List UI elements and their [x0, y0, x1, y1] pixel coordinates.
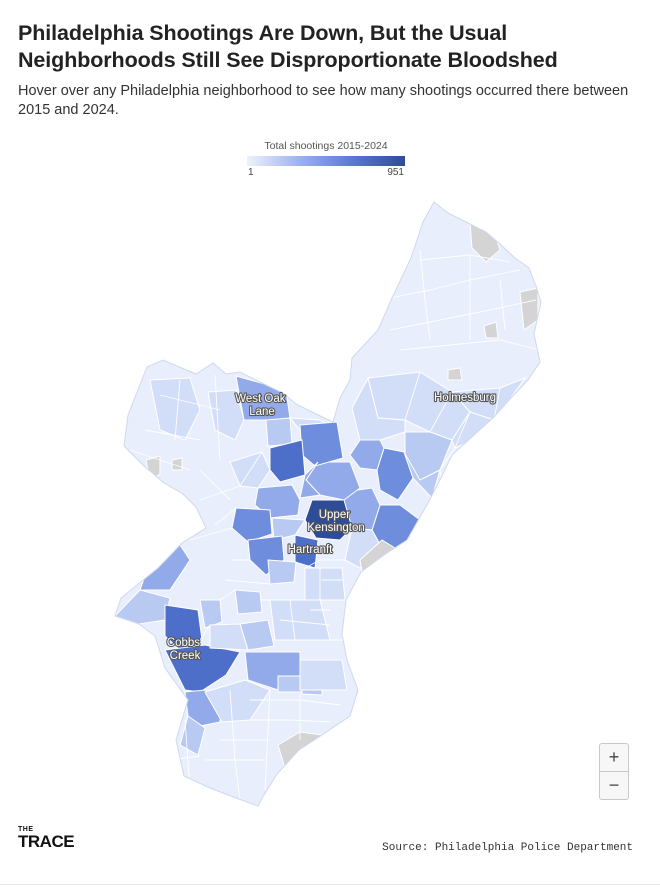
bottom-divider: [0, 884, 660, 885]
neighborhood-area[interactable]: [265, 417, 293, 447]
neighborhood-polygons[interactable]: [100, 190, 560, 820]
neighborhood-area[interactable]: [149, 377, 201, 441]
label-holmesburg: Holmesburg: [434, 392, 496, 404]
neighborhood-area[interactable]: [299, 421, 344, 467]
legend-max-label: 951: [387, 167, 404, 178]
neighborhood-area[interactable]: [403, 451, 441, 499]
legend-gradient-bar: [247, 156, 405, 166]
color-legend: Total shootings 2015-2024 1 951: [247, 140, 405, 180]
neighborhood-area[interactable]: [277, 675, 303, 693]
neighborhood-area[interactable]: [164, 604, 203, 651]
headline: Philadelphia Shootings Are Down, But the…: [18, 21, 558, 72]
dek: Hover over any Philadelphia neighborhood…: [18, 83, 629, 118]
neighborhood-area[interactable]: [271, 517, 306, 541]
neighborhood-area[interactable]: [234, 589, 263, 615]
neighborhood-area[interactable]: [299, 659, 348, 691]
legend-title: Total shootings 2015-2024: [264, 140, 388, 152]
neighborhood-area[interactable]: [447, 367, 463, 381]
neighborhood-area[interactable]: [209, 623, 249, 651]
source-note: Source: Philadelphia Police Department: [382, 842, 633, 854]
the-trace-logo: THE TRACE: [18, 826, 75, 851]
label-hartranft: Hartranft: [288, 544, 334, 556]
logo-main-text: TRACE: [18, 832, 75, 851]
neighborhood-area[interactable]: [164, 644, 241, 693]
label-west-oak-lane: West Oak Lane: [235, 393, 288, 418]
zoom-control: + −: [599, 743, 629, 800]
legend-min-label: 1: [248, 167, 254, 178]
zoom-in-button[interactable]: +: [608, 747, 620, 767]
label-upper-kensington: Upper Kensington: [307, 509, 365, 534]
neighborhood-area[interactable]: [267, 559, 297, 585]
neighborhood-area[interactable]: [269, 439, 306, 483]
neighborhood-area[interactable]: [304, 567, 346, 601]
logo-top-text: THE: [18, 826, 34, 833]
neighborhood-area[interactable]: [231, 507, 273, 543]
neighborhood-area[interactable]: [277, 731, 343, 779]
neighborhood-labels: West Oak Lane Holmesburg Upper Kensingto…: [166, 391, 497, 663]
neighborhood-area[interactable]: [299, 461, 322, 499]
neighborhood-area[interactable]: [199, 599, 223, 629]
zoom-out-button[interactable]: −: [600, 771, 628, 799]
neighborhood-area[interactable]: [179, 715, 206, 756]
neighborhood-area[interactable]: [349, 439, 385, 471]
philadelphia-map[interactable]: West Oak Lane Holmesburg Upper Kensingto…: [0, 190, 660, 820]
neighborhood-area[interactable]: [483, 321, 499, 339]
neighborhood-area[interactable]: [204, 679, 271, 723]
neighborhood-area[interactable]: [171, 457, 183, 471]
neighborhood-borders: [129, 249, 541, 801]
neighborhood-area[interactable]: [269, 599, 331, 641]
label-cobbs-creek: Cobbs Creek: [167, 637, 203, 662]
